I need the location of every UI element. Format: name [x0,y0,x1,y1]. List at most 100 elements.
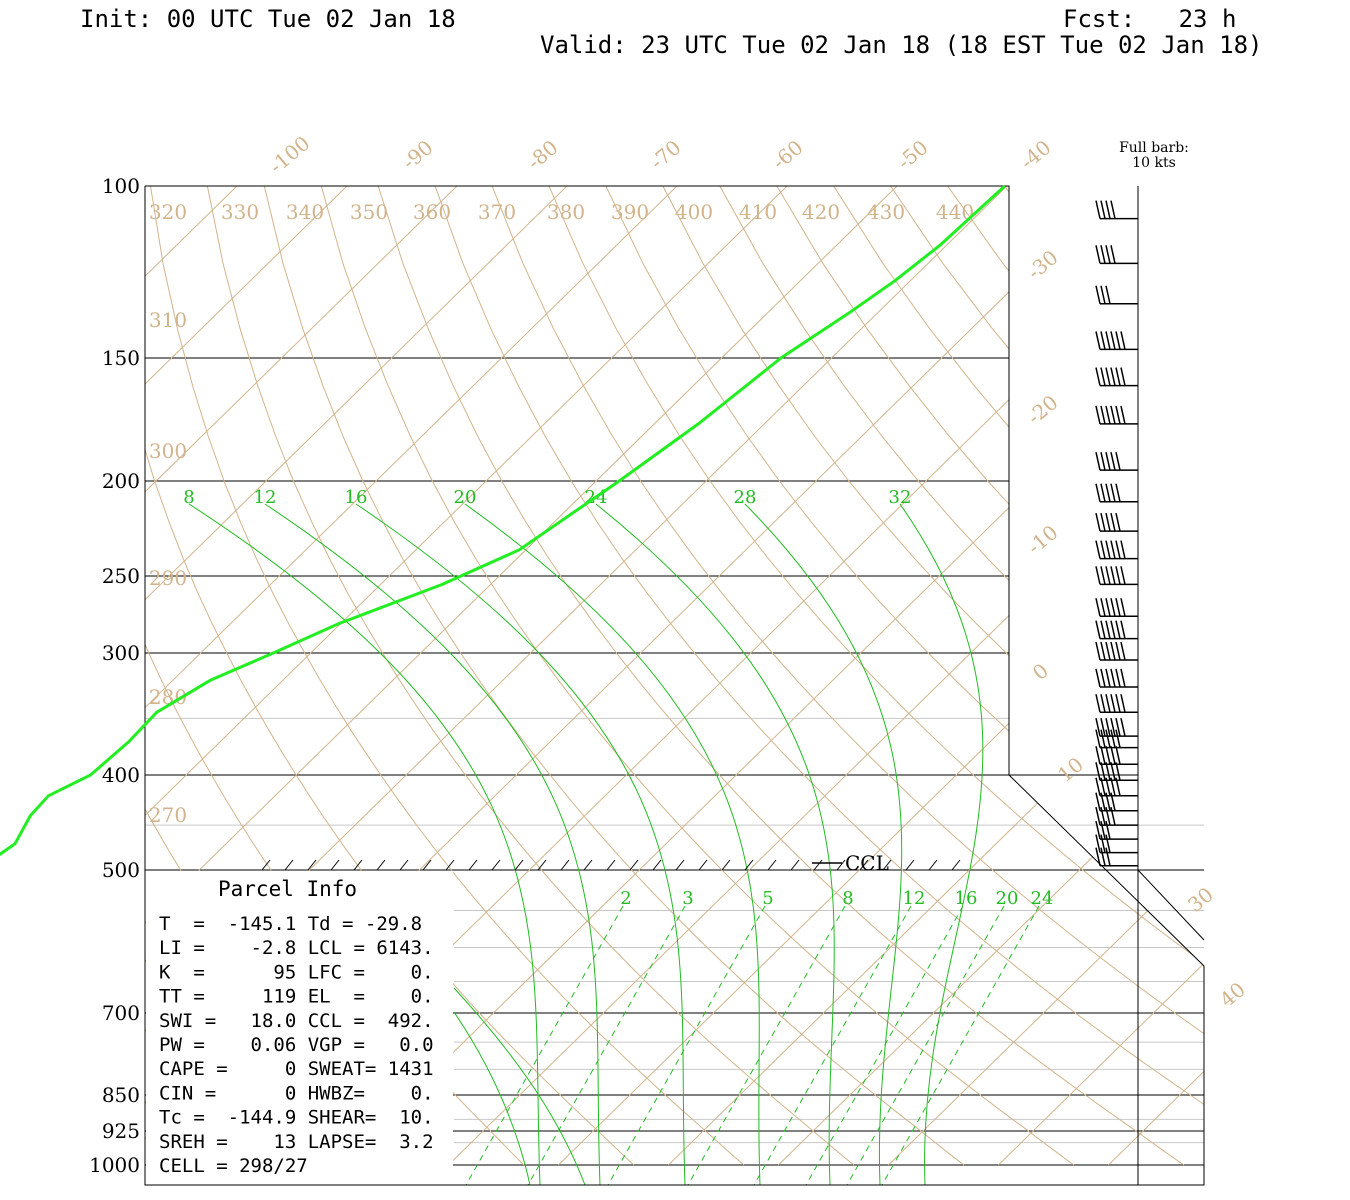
dry-adiabat-line [605,186,1204,1166]
forecast-hour: Fcst: 23 h [1063,5,1237,33]
theta-tick-label: 330 [221,200,259,224]
chart-frame [144,185,1205,1186]
barb-legend-line1: Full barb: [1119,140,1189,156]
ccl-hatch [629,859,639,871]
theta-tick-label: 400 [675,200,713,224]
ccl-hatch [744,859,754,871]
ccl-hatch [652,859,662,871]
parcel-info-row: CELL = 298/27 [159,1155,308,1177]
wind-barb [1095,820,1138,840]
mixing-ratio-line [805,905,964,1185]
moist-adiabat-line [188,503,541,1186]
ccl-hatch [560,859,570,871]
ccl-hatch [698,859,708,871]
barb-legend-line2: 10 kts [1132,155,1176,171]
isotherm-line [888,186,1204,1166]
theta-tick-label: 390 [611,200,649,224]
parcel-info-title: Parcel Info [218,877,357,901]
parcel-info-row: SWI = 18.0 CCL = 492. [159,1010,434,1032]
theta-tick-label: 360 [413,200,451,224]
ccl-hatch [813,859,823,871]
dry-adiabat-line [890,186,1204,1166]
wind-barb [1095,668,1138,688]
theta-e-label: 28 [734,487,757,508]
parcel-info-row: CIN = 0 HWBZ= 0. [159,1082,434,1104]
ccl-hatch [491,859,501,871]
theta-tick-label: 420 [802,200,840,224]
ccl-hatch [882,859,892,871]
theta-tick-label: 340 [286,200,324,224]
parcel-info-row: K = 95 LFC = 0. [159,961,434,983]
dry-adiabat-line [719,186,1204,1166]
mixing-ratio-label: 8 [842,888,853,909]
theta-tick-label: 380 [547,200,585,224]
dry-adiabat-line [776,186,1204,1166]
wind-barb [1095,792,1138,812]
mixing-ratio-line [607,905,766,1185]
wind-barb [1095,331,1138,351]
moist-adiabat-line [355,503,686,1186]
parcel-info-row: T = -145.1 Td = -29.8 [159,913,422,935]
wind-barb [1095,245,1138,265]
isotherm-line [558,186,1204,1166]
mixing-ratio-line [527,905,686,1185]
isotherm-line [145,186,788,1166]
ccl-hatch [790,859,800,871]
wind-barb [1095,452,1138,471]
isotherm-tick-label: 40 [1215,977,1250,1012]
isotherm-line [1108,186,1204,1166]
mixing-ratio-line [465,905,624,1185]
ccl-hatch [767,859,777,871]
theta-tick-label: 430 [867,200,905,224]
moist-adiabat-line [899,503,984,1186]
ccl-hatch [284,859,294,871]
ccl-hatch [422,859,432,871]
pressure-tick-label: 1000 [89,1153,140,1177]
dry-adiabat-line [206,186,855,1166]
mixing-ratio-line [846,905,1005,1185]
isotherm-tick-label: -80 [522,135,562,174]
isotherm-line [998,186,1204,1166]
pressure-tick-label: 400 [102,763,140,787]
theta-tick-label: 310 [149,308,187,332]
wind-barb [1095,512,1138,532]
pressure-tick-label: 850 [102,1083,140,1107]
theta-tick-label: 350 [350,200,388,224]
wind-barb-layer [1095,200,1138,867]
dry-adiabat-line [150,186,745,1166]
ccl-hatch [836,859,846,871]
mixing-ratio-label: 20 [996,888,1019,909]
ccl-hatch [606,859,616,871]
mixing-ratio-label: 16 [955,888,978,909]
theta-tick-label: 290 [149,566,187,590]
isotherm-tick-label: 30 [1183,882,1218,917]
valid-time: Valid: 23 UTC Tue 02 Jan 18 (18 EST Tue … [540,31,1263,59]
dry-adiabat-line [548,186,1204,1166]
isotherm-line [145,186,458,1166]
wind-barb [1095,285,1138,305]
wind-barb [1095,540,1138,560]
parcel-info-row: LI = -2.8 LCL = 6143. [159,937,434,959]
theta-e-label: 16 [345,487,368,508]
theta-e-label: 12 [254,487,277,508]
pressure-tick-label: 100 [102,174,140,198]
parcel-info-row: CAPE = 0 SWEAT= 1431 [159,1058,434,1080]
ccl-hatch [905,859,915,871]
ccl-hatch [859,859,869,871]
theta-tick-label: 300 [149,439,187,463]
isotherm-line [145,186,568,1166]
mixing-ratio-line [881,905,1040,1185]
isotherm-tick-label: -100 [265,131,315,178]
parcel-info-row: TT = 119 EL = 0. [159,986,434,1008]
dry-adiabat-line [833,186,1204,1166]
dry-adiabat-line [1004,186,1204,1166]
isotherm-line [145,186,348,1166]
isotherm-tick-label: -60 [767,135,807,174]
theta-tick-label: 270 [149,803,187,827]
mixing-ratio-label: 12 [903,888,926,909]
ccl-hatch [514,859,524,871]
mixing-ratio-label: 5 [762,888,773,909]
wind-barb [1095,729,1138,749]
theta-tick-label: 370 [478,200,516,224]
mixing-ratio-line [753,905,912,1185]
